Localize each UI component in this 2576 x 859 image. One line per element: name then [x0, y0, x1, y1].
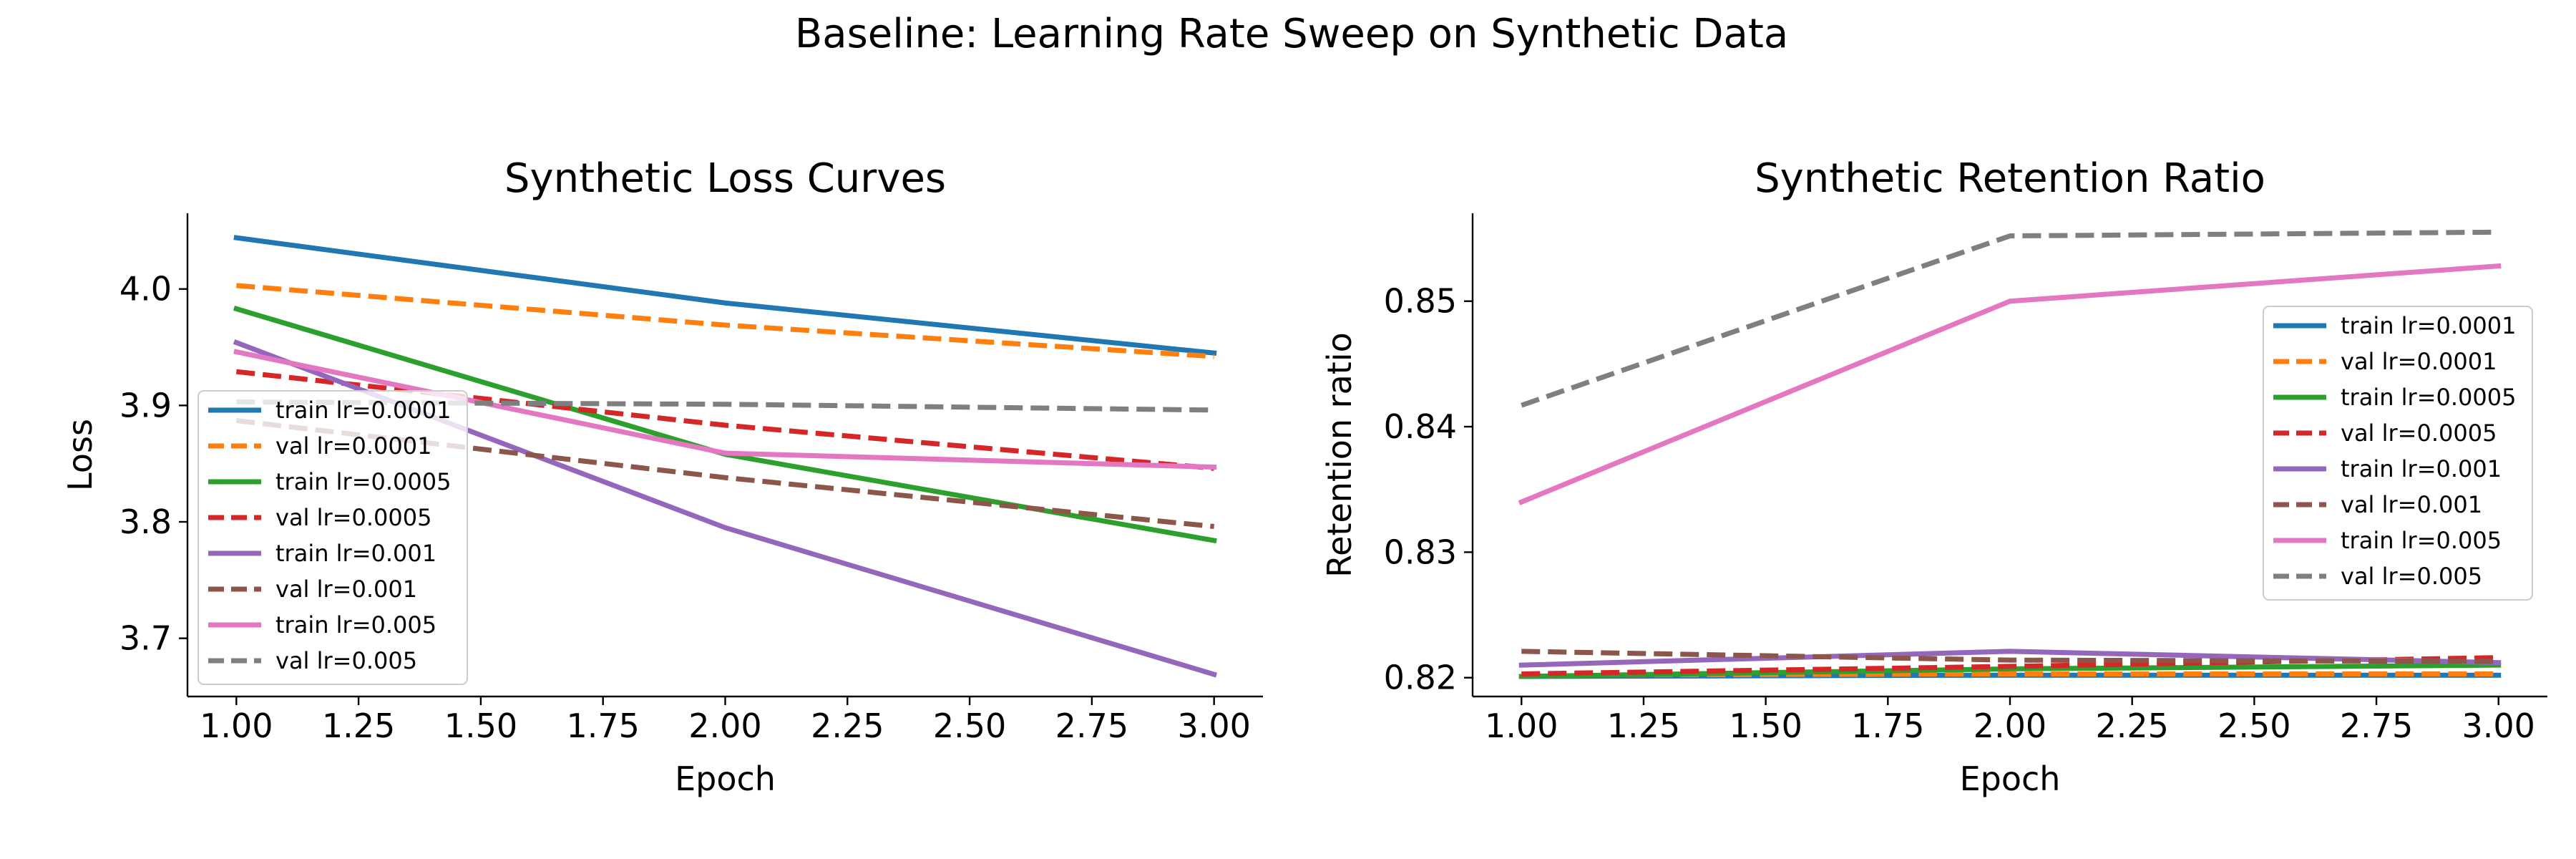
- series-line: [1521, 649, 2499, 664]
- x-tick-label: 1.25: [1607, 707, 1680, 745]
- y-axis-label: Loss: [61, 419, 99, 491]
- x-tick-label: 2.50: [2218, 707, 2290, 745]
- series-line: [235, 369, 1214, 471]
- x-tick-label: 2.25: [2095, 707, 2168, 745]
- x-tick-label: 3.00: [1177, 707, 1250, 745]
- legend-label: train lr=0.0001: [2341, 312, 2516, 339]
- legend-label: train lr=0.0001: [275, 397, 451, 424]
- x-tick-label: 1.50: [444, 707, 517, 745]
- retention-chart: Synthetic Retention Ratio 1.00 1.25 1.50 1.7…: [1320, 155, 2547, 798]
- y-tick-label: 3.8: [119, 503, 172, 541]
- series-line: [1518, 263, 2502, 505]
- legend-label: val lr=0.005: [275, 647, 417, 674]
- y-tick-label: 3.9: [119, 386, 172, 424]
- series-line: [1521, 229, 2499, 408]
- legend-label: train lr=0.005: [2341, 527, 2502, 554]
- x-tick-label: 1.00: [1485, 707, 1558, 745]
- x-tick-label: 2.00: [1974, 707, 2046, 745]
- x-tick-label: 1.25: [322, 707, 395, 745]
- x-axis-label: Epoch: [675, 759, 776, 798]
- series-line: [233, 235, 1217, 356]
- legend-label: train lr=0.0005: [275, 468, 451, 495]
- series-line: [236, 283, 1214, 359]
- x-tick-label: 1.75: [566, 707, 639, 745]
- x-tick-label: 1.75: [1851, 707, 1924, 745]
- figure-suptitle: Baseline: Learning Rate Sweep on Synthet…: [795, 11, 1788, 57]
- legend-label: train lr=0.005: [275, 611, 436, 639]
- legend-label: val lr=0.0005: [2341, 419, 2497, 447]
- y-tick-label: 0.82: [1384, 659, 1457, 697]
- chart-title: Synthetic Loss Curves: [504, 155, 946, 202]
- legend-label: train lr=0.0005: [2341, 384, 2516, 411]
- legend-label: train lr=0.001: [2341, 455, 2502, 482]
- chart-title: Synthetic Retention Ratio: [1755, 155, 2265, 202]
- legend-label: val lr=0.0001: [275, 432, 431, 460]
- x-tick-label: 2.25: [811, 707, 884, 745]
- series-line: [1518, 662, 2502, 679]
- x-tick-label: 3.00: [2462, 707, 2535, 745]
- legend-label: train lr=0.001: [275, 540, 436, 567]
- y-tick-label: 3.7: [119, 619, 172, 658]
- y-tick-label: 0.85: [1384, 282, 1457, 321]
- x-axis-label: Epoch: [1960, 759, 2061, 798]
- legend-box: [2263, 306, 2533, 601]
- x-tick-label: 2.50: [933, 707, 1006, 745]
- series-line: [1518, 649, 2502, 668]
- y-tick-label: 0.84: [1384, 407, 1457, 446]
- series-line: [233, 349, 1217, 470]
- legend: train lr=0.0001 val lr=0.0001 train lr=0.0…: [2263, 306, 2533, 601]
- x-tick-label: 2.75: [2340, 707, 2413, 745]
- legend: train lr=0.0001 val lr=0.0001 train lr=0.0…: [197, 390, 468, 685]
- series-line: [1521, 655, 2499, 676]
- legend-label: val lr=0.001: [275, 576, 417, 603]
- y-tick-label: 0.83: [1384, 533, 1457, 571]
- legend-label: val lr=0.005: [2341, 563, 2482, 590]
- legend-label: val lr=0.001: [2341, 491, 2482, 518]
- legend-box: [197, 390, 468, 685]
- x-tick-label: 1.50: [1729, 707, 1802, 745]
- legend-label: val lr=0.0005: [275, 504, 431, 531]
- x-tick-label: 2.00: [688, 707, 761, 745]
- legend-label: val lr=0.0001: [2341, 348, 2497, 375]
- y-tick-label: 4.0: [119, 270, 172, 309]
- loss-chart: Synthetic Loss Curves 1.00 1.25 1.50 1.75 2.0…: [61, 155, 1263, 798]
- y-axis-label: Retention ratio: [1320, 332, 1359, 577]
- x-tick-label: 2.75: [1055, 707, 1128, 745]
- x-tick-label: 1.00: [200, 707, 273, 745]
